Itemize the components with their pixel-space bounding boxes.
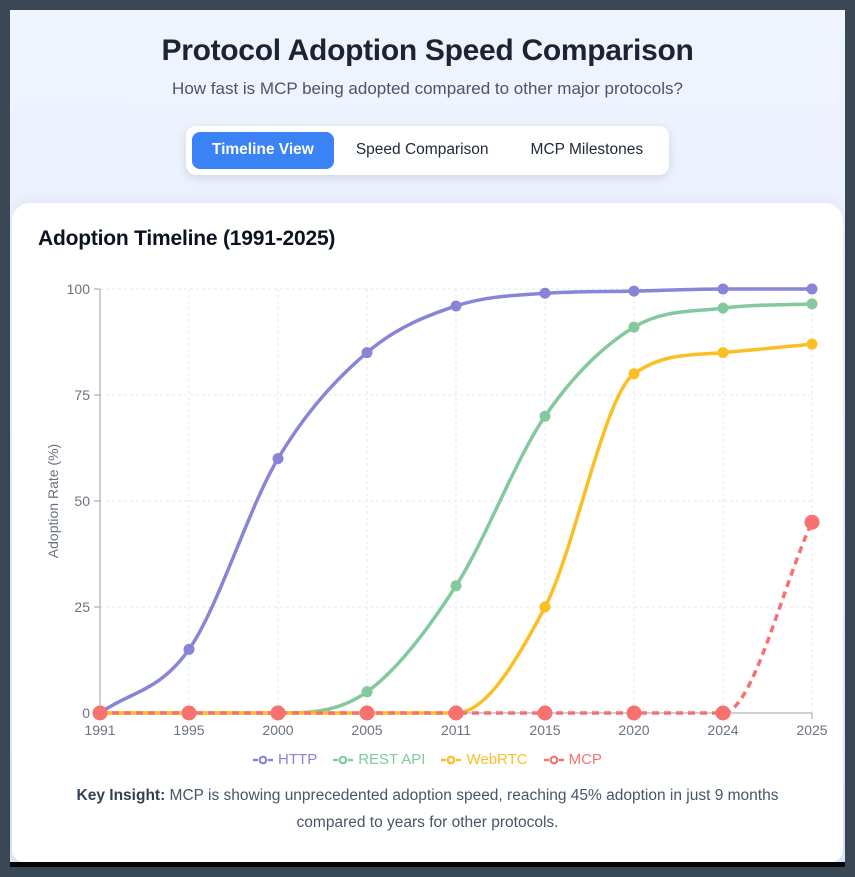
- x-tick-label: 2015: [529, 722, 560, 738]
- y-tick-label: 75: [74, 387, 90, 403]
- dot-rest-api-2011: [450, 580, 462, 592]
- tab-mcp-milestones[interactable]: MCP Milestones: [511, 132, 664, 169]
- tabbar-wrapper: Timeline View Speed Comparison MCP Milesto…: [10, 126, 845, 175]
- dot-http-2015: [539, 287, 551, 299]
- y-tick-label: 50: [74, 493, 90, 509]
- dot-http-1995: [183, 643, 195, 655]
- legend-label: WebRTC: [466, 751, 528, 768]
- dot-http-2025: [806, 283, 818, 295]
- series-line-mcp: [100, 521, 814, 715]
- x-tick-label: 2020: [618, 722, 649, 738]
- dot-mcp-1991: [92, 705, 108, 721]
- page-subtitle: How fast is MCP being adopted compared t…: [172, 79, 683, 98]
- page-background: Protocol Adoption Speed Comparison How f…: [10, 10, 845, 867]
- dot-http-2011: [450, 300, 462, 312]
- dot-mcp-1995: [181, 705, 197, 721]
- tab-timeline-view[interactable]: Timeline View: [191, 132, 334, 169]
- x-tick-label: 1995: [173, 722, 204, 738]
- legend-line-icon: [333, 755, 354, 764]
- dot-mcp-2015: [537, 705, 553, 721]
- dot-http-2005: [361, 347, 373, 359]
- page-title: Protocol Adoption Speed Comparison: [161, 34, 694, 67]
- x-tick-label: 2025: [796, 722, 827, 738]
- dot-mcp-2000: [270, 705, 286, 721]
- dot-webrtc-2024: [717, 347, 729, 359]
- legend-line-icon: [543, 755, 564, 764]
- chart-card: Adoption Timeline (1991-2025) 0 25 50 75 100…: [12, 203, 843, 862]
- series-line-webrtc: [100, 342, 813, 715]
- legend-item-webrtc: WebRTC: [441, 751, 528, 768]
- dot-mcp-2024: [715, 705, 731, 721]
- dot-rest-api-2025: [806, 298, 818, 310]
- key-insight: Key Insight: MCP is showing unprecedente…: [50, 783, 805, 836]
- legend-item-http: HTTP: [253, 751, 317, 768]
- key-insight-text: MCP is showing unprecedented adoption sp…: [169, 787, 779, 831]
- y-axis-title: Adoption Rate (%): [45, 444, 61, 558]
- x-tick-label: 1991: [84, 722, 115, 738]
- y-tick-label: 100: [67, 281, 91, 297]
- app-container: Protocol Adoption Speed Comparison How f…: [10, 10, 845, 862]
- tab-speed-comparison[interactable]: Speed Comparison: [336, 132, 509, 169]
- dot-webrtc-2025: [806, 338, 818, 350]
- x-tick-label: 2005: [351, 722, 382, 738]
- dot-rest-api-2024: [717, 302, 729, 314]
- dot-http-2024: [717, 283, 729, 295]
- key-insight-label: Key Insight:: [76, 787, 166, 804]
- legend-item-mcp: MCP: [543, 751, 602, 768]
- dot-webrtc-2020: [628, 368, 640, 380]
- chart-legend: HTTP REST API WebRTC MCP: [12, 751, 843, 768]
- dot-mcp-2005: [359, 705, 375, 721]
- chart-heading: Adoption Timeline (1991-2025): [38, 227, 336, 250]
- dot-http-2000: [272, 453, 284, 465]
- series-line-http: [98, 287, 812, 715]
- header: Protocol Adoption Speed Comparison How f…: [10, 10, 845, 175]
- dot-rest-api-2005: [361, 686, 373, 698]
- legend-item-rest-api: REST API: [333, 751, 425, 768]
- legend-line-icon: [253, 755, 274, 764]
- dot-http-2020: [628, 285, 640, 297]
- dot-mcp-2025: [804, 514, 820, 530]
- x-tick-label: 2000: [262, 722, 293, 738]
- y-tick-label: 0: [82, 705, 90, 721]
- dot-rest-api-2020: [628, 321, 640, 333]
- dot-mcp-2020: [626, 705, 642, 721]
- adoption-timeline-chart[interactable]: 0 25 50 75 100 1991 1995 2000 2005 2011 2015 2020 20…: [12, 257, 843, 749]
- view-tabs: Timeline View Speed Comparison MCP Milesto…: [185, 126, 670, 175]
- dot-mcp-2011: [448, 705, 464, 721]
- y-tick-label: 25: [74, 599, 90, 615]
- x-tick-label: 2011: [441, 722, 471, 738]
- x-tick-label: 2024: [707, 722, 738, 738]
- legend-label: MCP: [568, 751, 602, 768]
- dot-webrtc-2015: [539, 601, 551, 613]
- legend-label: REST API: [358, 751, 426, 768]
- legend-label: HTTP: [278, 751, 318, 768]
- dot-rest-api-2015: [539, 410, 551, 422]
- legend-line-icon: [441, 755, 462, 764]
